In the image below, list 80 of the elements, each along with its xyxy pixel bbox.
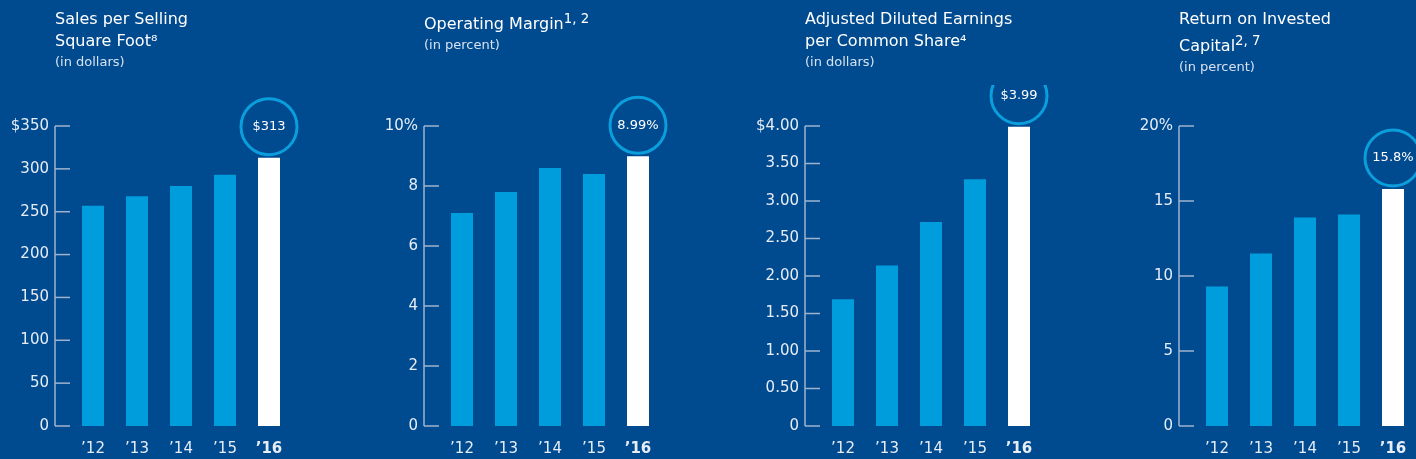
- y-tick-label: 4: [408, 295, 418, 314]
- x-tick-label: ’12: [1205, 438, 1229, 457]
- x-tick-label: ’13: [875, 438, 899, 457]
- x-tick-label: ’15: [582, 438, 606, 457]
- chart-title: Sales per Selling Square Foot⁸: [55, 8, 189, 52]
- bar: [1338, 214, 1360, 426]
- bar: [920, 222, 942, 426]
- x-tick-label: ’13: [125, 438, 149, 457]
- x-tick-label: ’14: [169, 438, 193, 457]
- y-tick-label: 100: [20, 330, 49, 349]
- y-tick-label: 5: [1163, 340, 1173, 359]
- bar: [258, 157, 280, 426]
- x-tick-label: ’16: [1005, 438, 1033, 457]
- x-tick-label: ’12: [450, 438, 474, 457]
- data-label: $313: [252, 118, 286, 134]
- y-tick-label: 0: [1163, 415, 1173, 434]
- bar: [214, 174, 236, 426]
- x-tick-label: ’12: [831, 438, 855, 457]
- y-tick-label: 1.50: [765, 303, 799, 322]
- bar: [495, 192, 517, 426]
- bar: [1382, 189, 1404, 426]
- y-tick-label: 1.00: [765, 340, 799, 359]
- x-tick-label: ’13: [494, 438, 518, 457]
- y-tick-label: 0: [789, 415, 799, 434]
- bar: [539, 168, 561, 426]
- y-tick-label: 250: [20, 201, 49, 220]
- x-tick-label: ’15: [213, 438, 237, 457]
- data-label: 8.99%: [617, 116, 659, 132]
- bar: [1250, 253, 1272, 426]
- chart-subtitle: (in percent): [1179, 58, 1256, 77]
- y-tick-label: $4.00: [756, 115, 799, 134]
- bar: [1294, 217, 1316, 426]
- bar: [126, 196, 148, 426]
- chart-title: Operating Margin$^{1, 2}$: [424, 10, 591, 36]
- chart-subtitle: (in percent): [424, 36, 501, 55]
- y-tick-label: 2.00: [765, 265, 799, 284]
- x-tick-label: ’14: [538, 438, 562, 457]
- chart-title: Return on Invested Capital$^{2, 7}$: [1179, 8, 1332, 58]
- y-tick-label: 0: [408, 415, 418, 434]
- x-tick-label: ’12: [81, 438, 105, 457]
- bar: [82, 205, 104, 426]
- y-tick-label: 15: [1153, 190, 1173, 209]
- x-tick-label: ’13: [1249, 438, 1273, 457]
- x-tick-label: ’15: [963, 438, 987, 457]
- y-tick-label: 2: [408, 355, 418, 374]
- y-tick-label: 20%: [1139, 115, 1173, 134]
- bar: [583, 174, 605, 426]
- y-tick-label: 150: [20, 287, 49, 306]
- bar: [1008, 126, 1030, 426]
- y-tick-label: 6: [408, 235, 418, 254]
- y-tick-label: 3.00: [765, 190, 799, 209]
- x-tick-label: ’14: [919, 438, 943, 457]
- x-tick-label: ’16: [1379, 438, 1407, 457]
- x-tick-label: ’15: [1337, 438, 1361, 457]
- x-tick-label: ’16: [255, 438, 283, 457]
- y-tick-label: 50: [29, 373, 49, 392]
- bar: [832, 299, 854, 426]
- x-tick-label: ’16: [624, 438, 652, 457]
- data-label: 15.8%: [1372, 149, 1414, 165]
- y-tick-label: 2.50: [765, 228, 799, 247]
- y-tick-label: 3.50: [765, 153, 799, 172]
- chart-title: Adjusted Diluted Earnings per Common Share⁴: [805, 8, 1014, 52]
- y-tick-label: 10: [1153, 265, 1173, 284]
- y-tick-label: $350: [10, 115, 49, 134]
- data-label: $3.99: [1000, 87, 1038, 103]
- bar: [170, 186, 192, 426]
- y-tick-label: 0: [39, 415, 49, 434]
- y-tick-label: 8: [408, 175, 418, 194]
- x-tick-label: ’14: [1293, 438, 1317, 457]
- y-tick-label: 200: [20, 244, 49, 263]
- chart-subtitle: (in dollars): [805, 53, 876, 71]
- bar: [451, 213, 473, 426]
- bar: [876, 265, 898, 426]
- bar: [1206, 286, 1228, 426]
- chart-subtitle: (in dollars): [55, 53, 126, 71]
- bar: [627, 156, 649, 426]
- y-tick-label: 300: [20, 158, 49, 177]
- bar: [964, 179, 986, 426]
- y-tick-label: 0.50: [765, 378, 799, 397]
- y-tick-label: 10%: [384, 115, 418, 134]
